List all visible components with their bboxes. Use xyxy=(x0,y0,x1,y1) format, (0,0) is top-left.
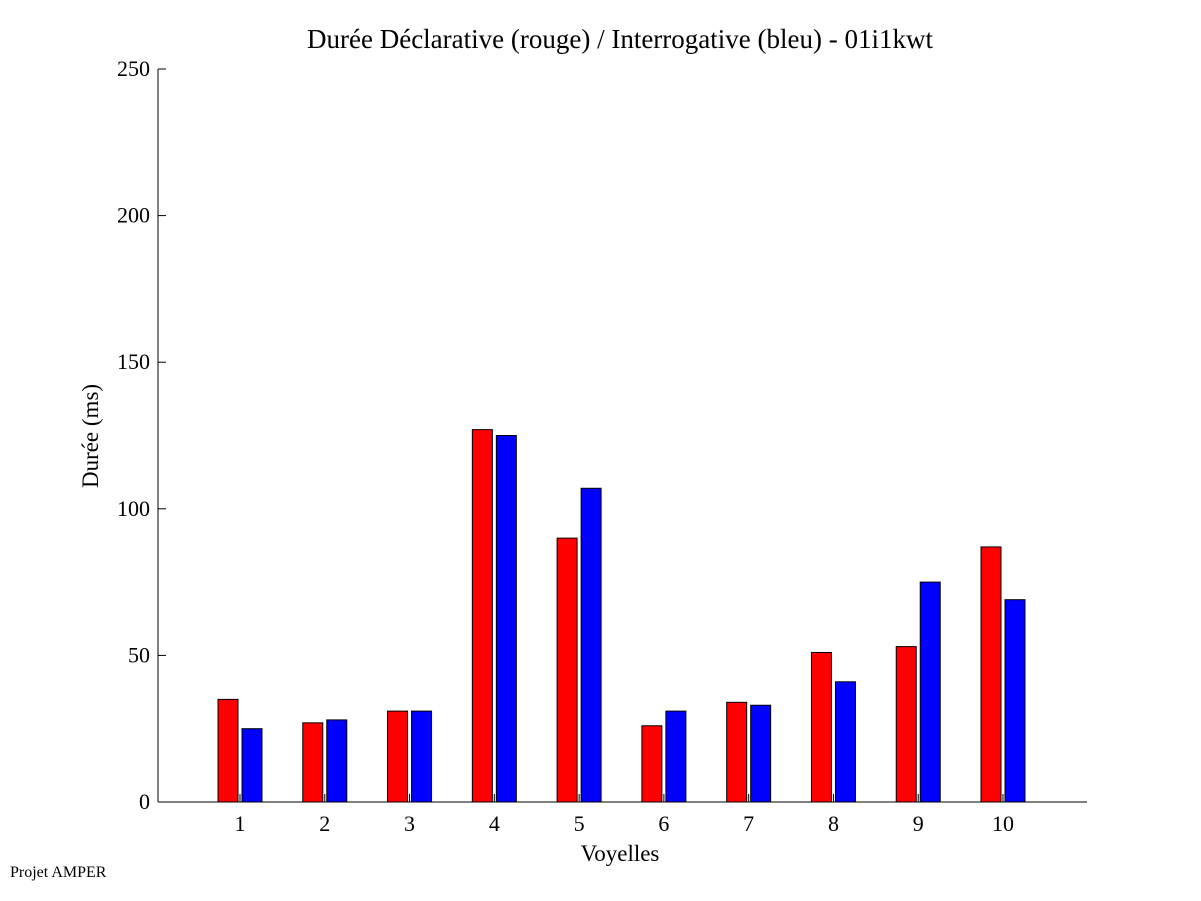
bar-declarative xyxy=(471,429,493,803)
x-tick-label: 7 xyxy=(743,811,754,836)
x-tick-label: 10 xyxy=(992,811,1014,836)
y-tick-label: 100 xyxy=(117,496,150,521)
bar-declarative xyxy=(810,651,832,803)
bar-interrogative xyxy=(411,710,433,803)
y-axis-label: Durée (ms) xyxy=(78,384,103,488)
bars xyxy=(217,429,1026,803)
tick-labels: 0 50 100 150 200 250 1 2 3 4 5 6 7 8 9 10 xyxy=(117,56,1014,836)
bar-declarative xyxy=(217,698,239,803)
bar-interrogative xyxy=(834,681,856,803)
x-tick-label: 9 xyxy=(913,811,924,836)
y-tick-label: 50 xyxy=(128,642,150,667)
bar-interrogative xyxy=(665,710,687,803)
x-tick-label: 6 xyxy=(658,811,669,836)
y-tick-label: 150 xyxy=(117,349,150,374)
footer-credit: Projet AMPER xyxy=(10,864,107,881)
bar-declarative xyxy=(726,701,748,803)
x-tick-label: 3 xyxy=(404,811,415,836)
x-axis-label: Voyelles xyxy=(581,841,660,866)
bar-declarative xyxy=(980,546,1002,803)
x-tick-label: 5 xyxy=(574,811,585,836)
y-tick-label: 200 xyxy=(117,203,150,228)
bar-declarative xyxy=(302,722,324,803)
y-tick-label: 250 xyxy=(117,56,150,81)
bar-interrogative xyxy=(241,728,263,803)
bar-interrogative xyxy=(495,435,517,803)
x-tick-label: 8 xyxy=(828,811,839,836)
bar-interrogative xyxy=(1004,599,1026,803)
bar-declarative xyxy=(895,646,917,803)
chart-title: Durée Déclarative (rouge) / Interrogativ… xyxy=(307,24,933,54)
axes xyxy=(157,68,1087,803)
bar-interrogative xyxy=(750,704,772,803)
x-tick-label: 1 xyxy=(235,811,246,836)
x-tick-label: 4 xyxy=(489,811,500,836)
bar-declarative xyxy=(556,537,578,803)
x-tick-label: 2 xyxy=(319,811,330,836)
y-tick-label: 0 xyxy=(139,789,150,814)
bar-interrogative xyxy=(580,487,602,803)
bar-declarative xyxy=(641,725,663,803)
bar-interrogative xyxy=(919,581,941,803)
bar-interrogative xyxy=(326,719,348,803)
bar-declarative xyxy=(387,710,409,803)
